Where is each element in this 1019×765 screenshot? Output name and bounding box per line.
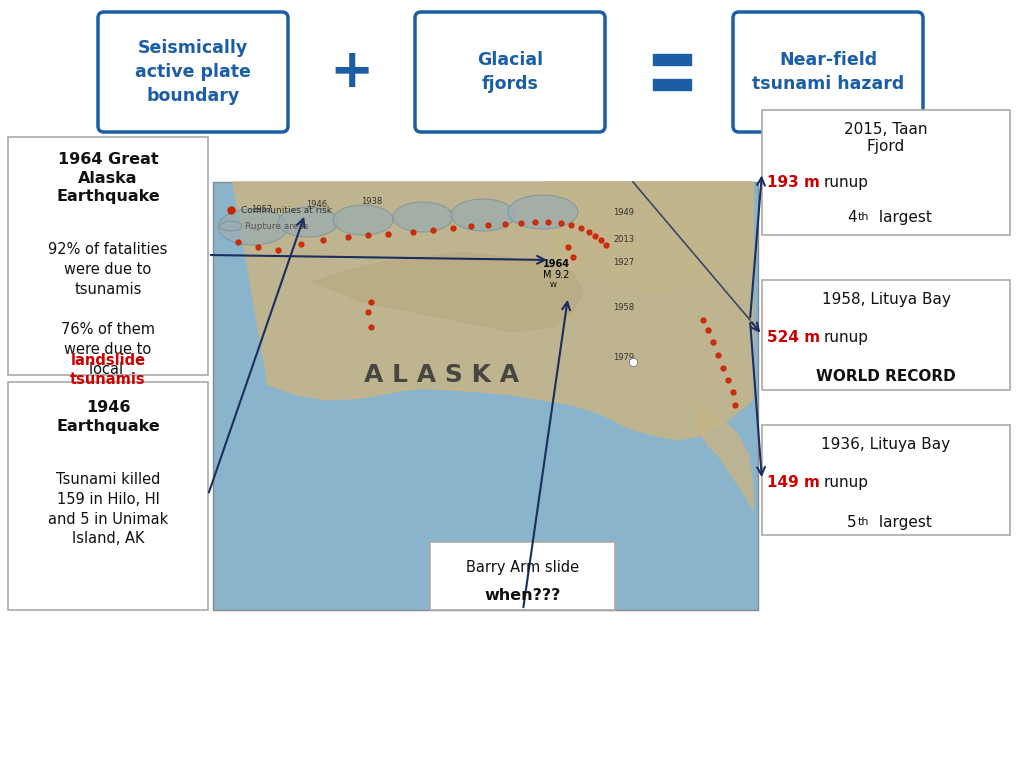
Bar <box>761 280 1009 390</box>
Bar <box>8 137 208 375</box>
Text: 4: 4 <box>847 210 856 225</box>
Text: Rupture areas: Rupture areas <box>245 222 308 230</box>
Text: when???: when??? <box>484 588 560 603</box>
Bar <box>430 542 614 610</box>
Text: M: M <box>542 270 551 280</box>
Text: WORLD RECORD: WORLD RECORD <box>815 369 955 383</box>
Text: 1927: 1927 <box>612 258 634 267</box>
Text: 1957: 1957 <box>251 205 272 214</box>
Ellipse shape <box>218 209 287 245</box>
Text: 1946
Earthquake: 1946 Earthquake <box>56 400 160 434</box>
Text: A L A S K A: A L A S K A <box>364 363 519 386</box>
Text: th: th <box>857 517 868 527</box>
Text: 2013: 2013 <box>612 235 634 244</box>
Ellipse shape <box>220 221 242 231</box>
FancyBboxPatch shape <box>415 12 604 132</box>
Bar <box>761 425 1009 535</box>
Text: 76% of them
were due to
local: 76% of them were due to local <box>61 322 155 376</box>
Text: Barry Arm slide: Barry Arm slide <box>466 560 579 575</box>
Text: 524 m: 524 m <box>766 330 819 345</box>
FancyBboxPatch shape <box>98 12 287 132</box>
Ellipse shape <box>450 199 515 231</box>
Text: Tsunami killed
159 in Hilo, HI
and 5 in Unimak
Island, AK: Tsunami killed 159 in Hilo, HI and 5 in … <box>48 472 168 546</box>
Polygon shape <box>692 400 752 510</box>
Polygon shape <box>542 182 752 292</box>
Text: 500 km: 500 km <box>533 573 562 582</box>
Text: 1964 Great
Alaska
Earthquake: 1964 Great Alaska Earthquake <box>56 152 160 204</box>
FancyBboxPatch shape <box>733 12 922 132</box>
Bar <box>761 110 1009 235</box>
Polygon shape <box>313 252 583 332</box>
Text: +: + <box>329 46 374 98</box>
Bar <box>652 54 690 65</box>
Ellipse shape <box>278 207 337 237</box>
Text: 193 m: 193 m <box>766 175 819 190</box>
Text: 2015, Taan
Fjord: 2015, Taan Fjord <box>844 122 927 155</box>
Ellipse shape <box>332 205 392 235</box>
Text: 1949: 1949 <box>612 208 634 217</box>
Text: Near-field
tsunami hazard: Near-field tsunami hazard <box>751 50 903 93</box>
Text: 1964: 1964 <box>542 259 570 269</box>
Text: 1958: 1958 <box>612 303 634 312</box>
Ellipse shape <box>392 202 452 232</box>
Text: 1979: 1979 <box>612 353 634 362</box>
Text: W: W <box>549 282 556 288</box>
Text: Communities at risk: Communities at risk <box>240 206 331 214</box>
Text: 92% of fatalities
were due to
tsunamis: 92% of fatalities were due to tsunamis <box>48 242 167 297</box>
Text: Glacial
fjords: Glacial fjords <box>477 50 542 93</box>
Text: 1958, Lituya Bay: 1958, Lituya Bay <box>820 292 950 307</box>
Text: th: th <box>857 212 868 222</box>
Text: largest: largest <box>873 210 931 225</box>
Ellipse shape <box>507 195 578 229</box>
Text: landslide
tsunamis: landslide tsunamis <box>70 353 146 386</box>
Text: 300 mi: 300 mi <box>523 547 549 556</box>
Text: 5: 5 <box>847 515 856 530</box>
Polygon shape <box>232 182 752 440</box>
Text: largest: largest <box>873 515 931 530</box>
Text: 1946: 1946 <box>306 200 327 209</box>
Bar <box>652 79 690 90</box>
Bar <box>213 182 757 610</box>
Text: 149 m: 149 m <box>766 475 819 490</box>
Text: runup: runup <box>823 175 868 190</box>
Text: 9.2: 9.2 <box>553 270 569 280</box>
Text: 1938: 1938 <box>361 197 382 206</box>
Text: runup: runup <box>823 475 868 490</box>
Text: 1936, Lituya Bay: 1936, Lituya Bay <box>820 437 950 452</box>
Text: runup: runup <box>823 330 868 345</box>
Bar <box>8 382 208 610</box>
Text: Seismically
active plate
boundary: Seismically active plate boundary <box>135 39 251 106</box>
